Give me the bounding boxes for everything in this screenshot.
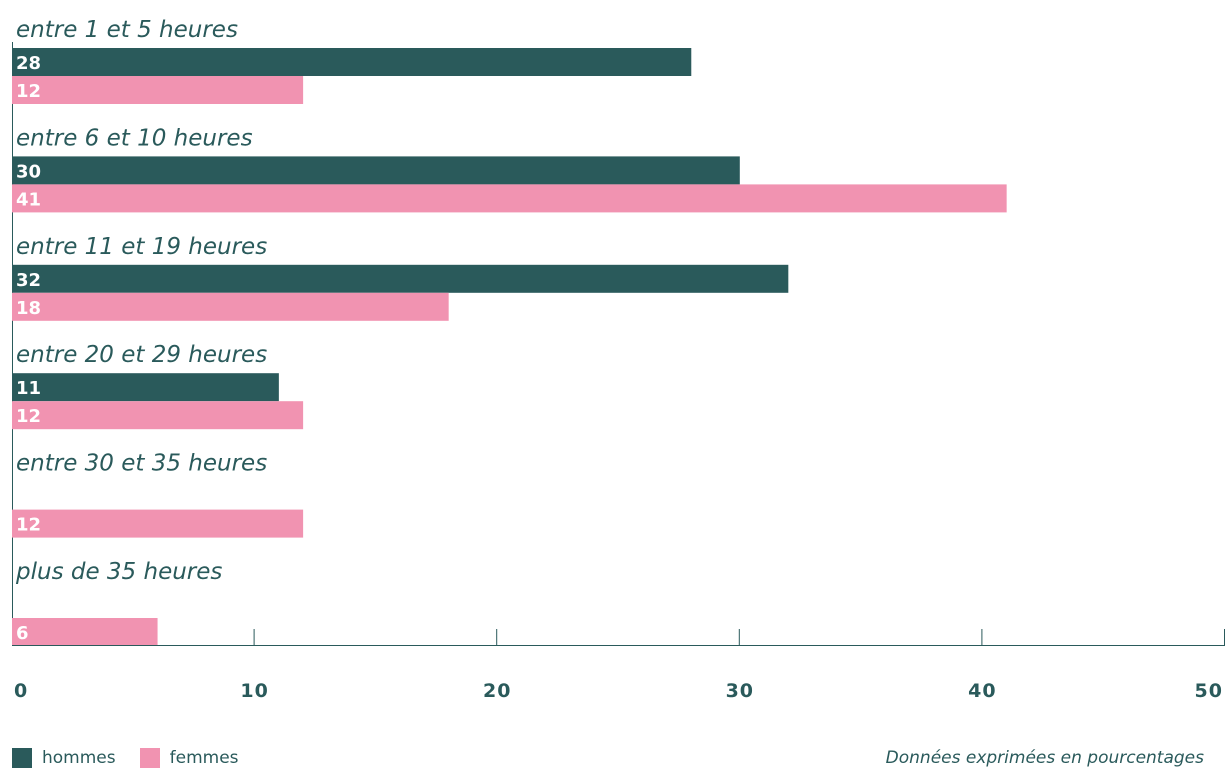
category-label: entre 30 et 35 heures: [16, 451, 267, 477]
bar-value-label: 12: [16, 515, 41, 536]
category-label: plus de 35 heures: [15, 559, 222, 585]
bar-femmes: [12, 292, 449, 321]
category-label: entre 6 et 10 heures: [16, 125, 253, 151]
bar-femmes: [12, 76, 304, 104]
legend-swatch-femmes: [139, 748, 160, 768]
bar-value-label: 12: [16, 406, 41, 427]
bar-femmes: [12, 401, 304, 430]
bar-value-label: 32: [16, 270, 41, 291]
bar-femmes: [12, 618, 158, 646]
x-tick-label: 30: [726, 680, 754, 702]
legend-item-femmes: femmes: [139, 748, 239, 768]
bar-chart: entre 1 et 5 heures 28 12 entre 6 et 10 heu…: [12, 17, 1225, 702]
category-label: entre 1 et 5 heures: [16, 17, 238, 43]
x-tick-label: 20: [483, 680, 511, 702]
bar-hommes: [12, 156, 740, 185]
bar-hommes: [12, 373, 279, 402]
bar-hommes: [12, 48, 692, 76]
x-tick-label: 50: [1195, 680, 1223, 702]
bar-femmes: [12, 509, 304, 538]
data-note: Données exprimées en pourcentages: [885, 748, 1204, 768]
category-label: entre 11 et 19 heures: [16, 234, 267, 260]
bar-femmes: [12, 184, 1007, 213]
legend-item-hommes: hommes: [12, 748, 116, 768]
legend: hommes femmes: [12, 748, 263, 768]
bar-hommes: [12, 264, 789, 293]
x-tick-label: 0: [14, 680, 28, 702]
bar-value-label: 12: [16, 81, 41, 102]
x-tick-label: 40: [968, 680, 996, 702]
legend-swatch-hommes: [12, 748, 32, 768]
x-tick-label: 10: [240, 680, 268, 702]
legend-label-femmes: femmes: [169, 748, 239, 768]
bar-value-label: 28: [16, 53, 41, 74]
bar-value-label: 30: [16, 161, 41, 182]
bar-value-label: 6: [16, 623, 29, 644]
category-label: entre 20 et 29 heures: [16, 342, 267, 368]
bar-value-label: 18: [16, 298, 41, 319]
bar-value-label: 11: [16, 378, 41, 399]
legend-label-hommes: hommes: [42, 748, 116, 768]
bar-value-label: 41: [16, 189, 41, 210]
